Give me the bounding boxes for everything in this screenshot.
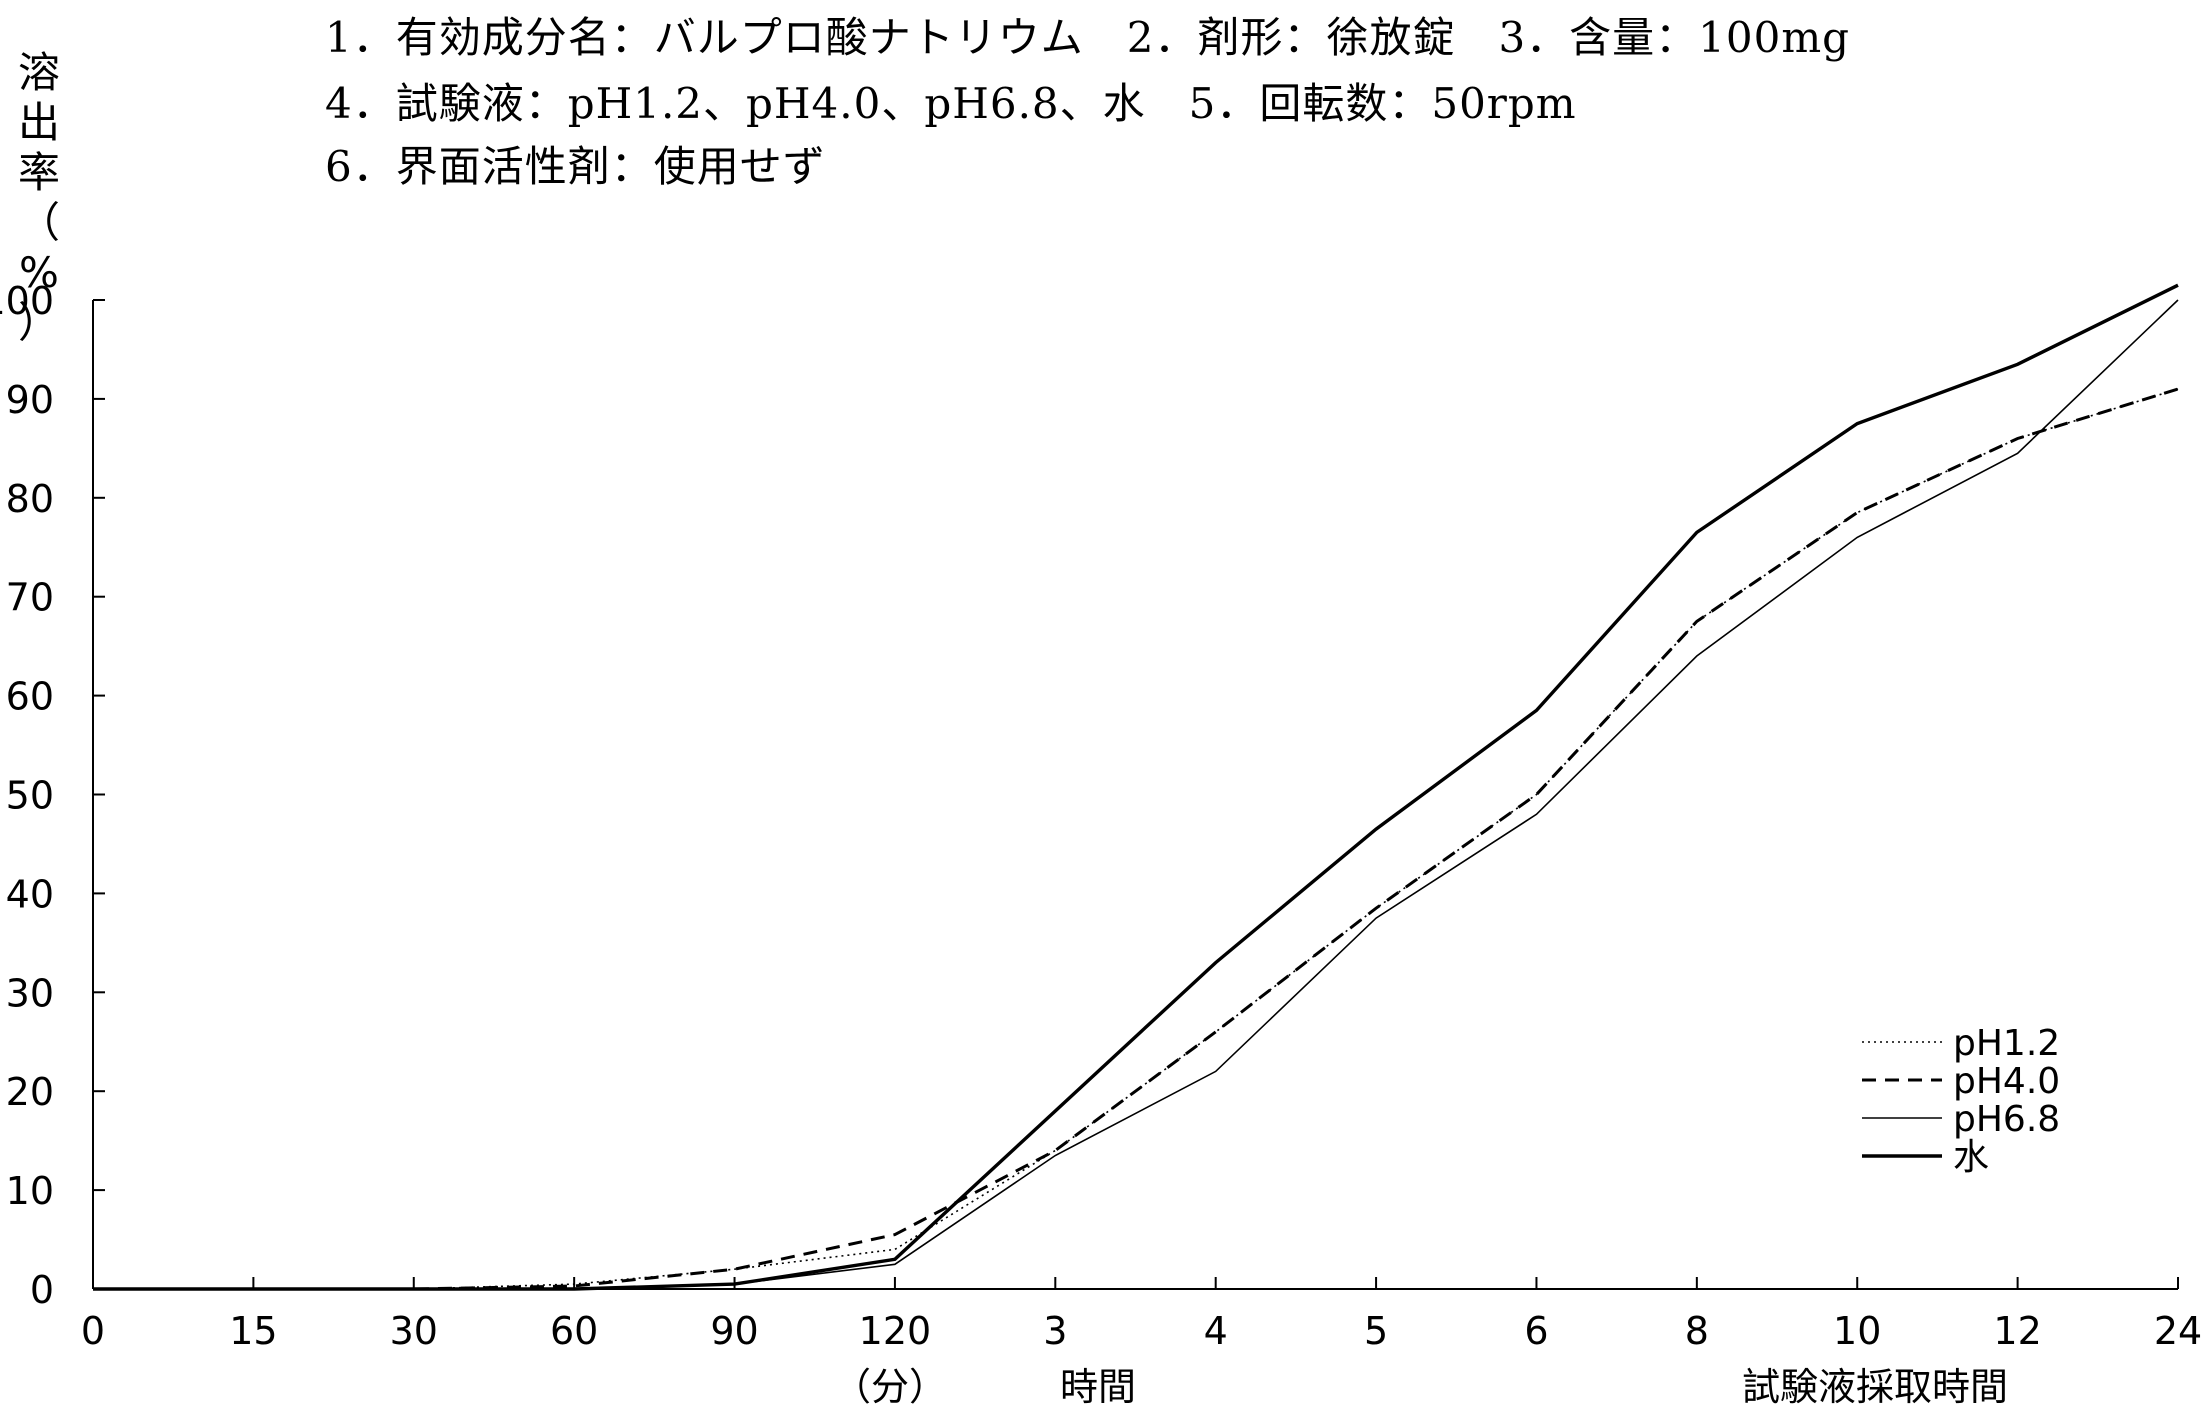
y-axis-label: 溶出率（%） — [14, 48, 64, 348]
axes: 0 10 20 30 40 50 60 70 80 90 100 0 15 30 60 90 120 3 4 5 6 8 1… — [0, 279, 2202, 1353]
x-tick-label: 120 — [859, 1309, 932, 1353]
legend-label: pH1.2 — [1953, 1023, 2060, 1064]
y-tick-label: 30 — [6, 971, 54, 1015]
series-line-水 — [93, 283, 2179, 1291]
x-tick-label: 0 — [81, 1309, 105, 1353]
x-tick-label: 8 — [1685, 1309, 1709, 1353]
y-axis-label-char: ） — [17, 298, 60, 347]
test-condition-line-3: 6．界面活性剤：使用せず — [325, 142, 826, 191]
x-tick-label: 12 — [1993, 1309, 2041, 1353]
x-unit-minutes-label: （分） — [833, 1365, 947, 1409]
x-tick-label: 3 — [1043, 1309, 1067, 1353]
series-line-pH4.0 — [93, 387, 2179, 1291]
x-unit-hours-label: 時間 — [1060, 1365, 1136, 1409]
x-tick-label: 5 — [1364, 1309, 1388, 1353]
y-tick-label: 80 — [6, 477, 54, 521]
x-tick-label: 10 — [1833, 1309, 1881, 1353]
y-tick-label: 70 — [6, 576, 54, 620]
legend-label: pH6.8 — [1953, 1099, 2060, 1140]
y-tick-label: 20 — [6, 1070, 54, 1114]
series-lines — [93, 283, 2179, 1291]
x-tick-label: 30 — [390, 1309, 438, 1353]
series-line-pH1.2 — [93, 388, 2179, 1290]
x-tick-label: 6 — [1524, 1309, 1548, 1353]
y-tick-label: 100 — [0, 279, 54, 323]
y-tick-label: 90 — [6, 378, 54, 422]
x-tick-label: 4 — [1204, 1309, 1228, 1353]
y-axis-label-char: % — [19, 248, 59, 297]
y-axis-label-char: （ — [17, 198, 60, 247]
x-tick-label: 60 — [550, 1309, 598, 1353]
x-tick-label: 90 — [710, 1309, 758, 1353]
test-condition-line-1: 1．有効成分名：バルプロ酸ナトリウム 2．剤形：徐放錠 3．含量：100mg — [325, 13, 1851, 62]
y-axis-label-char: 溶 — [17, 48, 60, 97]
y-tick-label: 50 — [6, 774, 54, 818]
series-line-pH6.8 — [93, 299, 2179, 1290]
test-condition-line-2: 4．試験液：pH1.2、pH4.0、pH6.8、水 5．回転数：50rpm — [325, 79, 1577, 128]
x-tick-label: 15 — [229, 1309, 277, 1353]
y-tick-label: 40 — [6, 872, 54, 916]
y-axis-label-char: 率 — [17, 148, 60, 197]
y-axis-label-char: 出 — [17, 98, 60, 147]
y-tick-label: 10 — [6, 1169, 54, 1213]
y-tick-label: 60 — [6, 675, 54, 719]
x-tick-label: 24 — [2154, 1309, 2202, 1353]
legend-label: pH4.0 — [1953, 1061, 2060, 1102]
legend-label: 水 — [1953, 1137, 1989, 1178]
x-axis-title: 試験液採取時間 — [1742, 1365, 2008, 1409]
y-tick-label: 0 — [30, 1268, 54, 1312]
